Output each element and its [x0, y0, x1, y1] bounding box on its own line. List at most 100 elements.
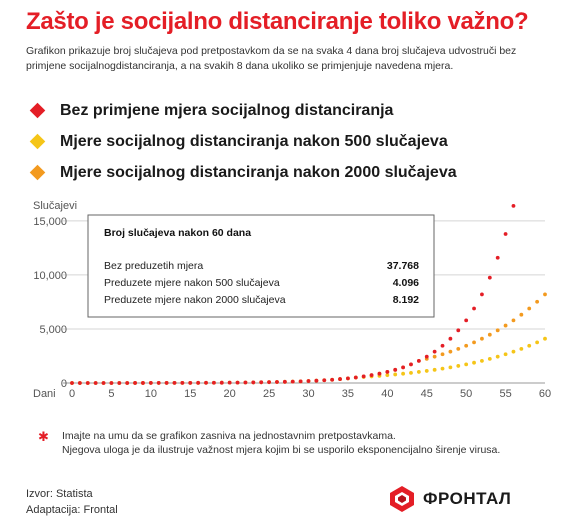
x-tick-labels: 0 5 10 15 20 25 30 35 40 45 50 55 60 [69, 388, 551, 400]
data-point [385, 370, 390, 374]
data-point [519, 312, 524, 317]
data-point [535, 299, 540, 304]
x-tick-label: 60 [539, 388, 551, 400]
data-point [456, 328, 461, 333]
infobox-row-value: 4.096 [393, 277, 419, 289]
data-point [164, 381, 169, 385]
adaptation-line: Adaptacija: Frontal [26, 504, 118, 516]
y-tick-label: 0 [61, 378, 67, 390]
legend-label: Mjere socijalnog distanciranja nakon 500… [60, 132, 448, 150]
y-tick-label: 10,000 [33, 270, 67, 282]
data-point [401, 371, 405, 376]
data-point [235, 380, 240, 385]
data-point [527, 343, 532, 348]
data-point [141, 381, 145, 385]
data-point [448, 365, 453, 370]
data-point [464, 362, 469, 367]
data-point [416, 370, 421, 374]
data-point [527, 306, 532, 311]
legend-item-no-measures: Bez primjene mjera socijalnog distancira… [28, 95, 457, 126]
data-point [495, 354, 500, 359]
data-point [535, 340, 540, 345]
data-point [204, 380, 208, 385]
data-point [212, 380, 216, 385]
data-point [472, 340, 476, 345]
x-tick-label: 10 [145, 388, 157, 400]
x-axis-label: Dani [33, 388, 56, 400]
data-point [432, 367, 437, 372]
data-point [440, 343, 445, 348]
infobox-row-label: Preduzete mjere nakon 2000 slučajeva [104, 294, 286, 306]
y-tick-labels: 0 5,000 10,000 15,000 [33, 216, 67, 390]
data-point [196, 380, 201, 385]
x-tick-label: 35 [342, 388, 354, 400]
x-tick-label: 30 [302, 388, 314, 400]
data-point [85, 381, 90, 385]
yellow-diamond-icon [29, 133, 46, 150]
infobox: Broj slučajeva nakon 60 dana Bez preduze… [87, 214, 435, 318]
data-point [298, 379, 303, 384]
data-point [101, 381, 106, 385]
data-point [251, 380, 256, 385]
data-point [424, 369, 429, 373]
red-diamond-icon [29, 102, 46, 119]
x-tick-label: 20 [224, 388, 236, 400]
data-point [440, 352, 445, 357]
data-point [464, 318, 469, 323]
data-point [511, 349, 516, 354]
data-point [409, 362, 413, 367]
legend-label: Mjere socijalnog distanciranja nakon 200… [60, 163, 457, 181]
data-point [511, 203, 516, 208]
data-point [495, 328, 500, 333]
data-point [353, 375, 358, 380]
infobox-row-value: 8.192 [393, 294, 419, 306]
data-point [314, 378, 319, 383]
data-points [70, 203, 547, 385]
y-axis-label: Slučajevi [33, 200, 77, 212]
frontal-logo-icon [390, 486, 414, 512]
x-tick-label: 5 [108, 388, 114, 400]
data-point [511, 318, 516, 323]
legend-item-measures-500: Mjere socijalnog distanciranja nakon 500… [28, 126, 457, 157]
data-point [424, 354, 429, 359]
x-tick-label: 25 [263, 388, 275, 400]
data-point [480, 358, 484, 363]
frontal-logo-text: ФРОНТАЛ [423, 489, 512, 508]
data-point [172, 380, 177, 385]
data-point [401, 365, 405, 370]
data-point [243, 380, 248, 385]
infobox-row-value: 37.768 [387, 260, 419, 272]
data-point [503, 352, 508, 357]
page-subtitle: Grafikon prikazuje broj slučajeva pod pr… [26, 45, 517, 72]
data-point [543, 336, 547, 341]
data-point [188, 380, 193, 385]
data-point [77, 381, 82, 385]
data-point [219, 380, 224, 385]
data-point [472, 360, 476, 365]
data-point [148, 381, 153, 385]
data-point [393, 372, 398, 377]
y-tick-label: 15,000 [33, 216, 67, 228]
y-tick-label: 5,000 [39, 324, 67, 336]
legend-item-measures-2000: Mjere socijalnog distanciranja nakon 200… [28, 157, 457, 188]
x-tick-label: 55 [499, 388, 511, 400]
data-point [361, 374, 366, 379]
data-point [267, 380, 271, 385]
data-point [487, 275, 492, 280]
data-point [543, 292, 547, 297]
asterisk-icon: ✱ [38, 429, 49, 444]
data-point [440, 366, 445, 371]
data-point [480, 292, 484, 297]
cases-chart: 0 5,000 10,000 15,000 0 5 10 15 20 25 30 35 40 45 50 5… [33, 200, 551, 400]
data-point [456, 346, 461, 351]
data-point [109, 381, 114, 385]
chart-note: Imajte na umu da se grafikon zasniva na … [62, 429, 562, 457]
data-point [432, 349, 437, 354]
data-point [369, 373, 374, 378]
x-tick-label: 50 [460, 388, 472, 400]
data-point [156, 381, 161, 385]
data-point [487, 332, 492, 337]
x-tick-label: 0 [69, 388, 75, 400]
data-point [282, 379, 287, 384]
note-line: Imajte na umu da se grafikon zasniva na … [62, 430, 396, 442]
